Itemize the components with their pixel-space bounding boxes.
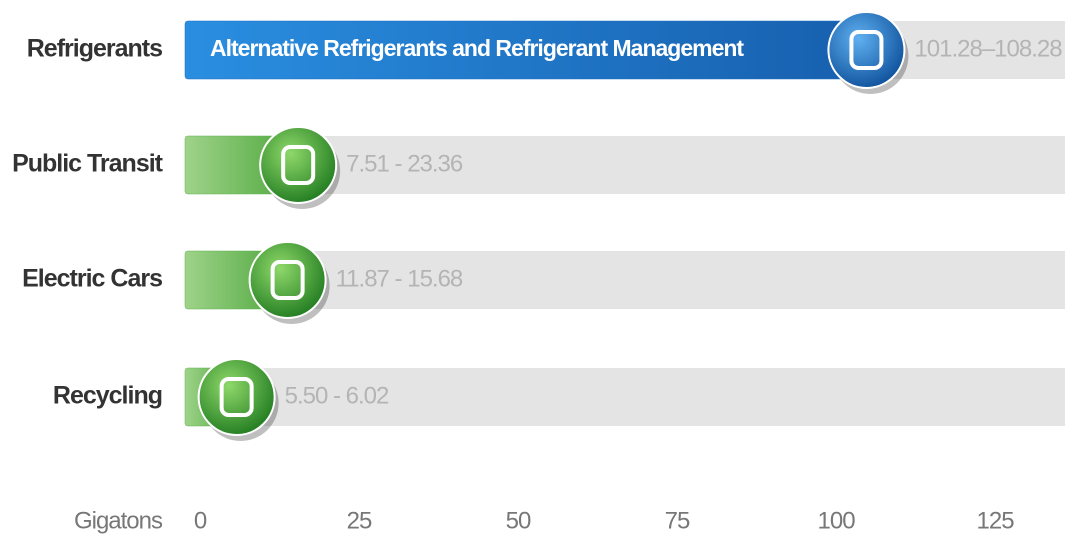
x-tick-label: 50 bbox=[506, 507, 531, 534]
x-axis-label: Gigatons bbox=[74, 507, 163, 534]
icon bbox=[248, 241, 327, 319]
range-label: 5.50 - 6.02 bbox=[285, 382, 389, 409]
category-label: Public Transit bbox=[12, 150, 164, 178]
icon-glyph bbox=[219, 377, 254, 417]
x-tick-label: 100 bbox=[818, 507, 856, 534]
category-label: Electric Cars bbox=[22, 265, 162, 293]
range-label: 101.28–108.28 bbox=[914, 35, 1062, 62]
category-label: Refrigerants bbox=[27, 35, 162, 63]
icon-glyph bbox=[270, 260, 305, 300]
range-label: 11.87 - 15.68 bbox=[336, 265, 463, 292]
x-tick-label: 0 bbox=[194, 507, 207, 534]
category-label: Recycling bbox=[53, 382, 162, 410]
icon-glyph bbox=[281, 145, 316, 185]
x-tick-label: 25 bbox=[347, 507, 372, 534]
icon bbox=[827, 11, 906, 89]
icon bbox=[259, 126, 338, 204]
range-label: 7.51 - 23.36 bbox=[346, 150, 463, 177]
x-tick-label: 75 bbox=[665, 507, 690, 534]
x-tick-label: 125 bbox=[977, 507, 1015, 534]
bar-detail-label: Alternative Refrigerants and Refrigerant… bbox=[210, 35, 744, 61]
track bbox=[185, 368, 1065, 426]
icon bbox=[197, 358, 276, 436]
icon-glyph bbox=[849, 30, 884, 70]
track bbox=[185, 251, 1065, 309]
